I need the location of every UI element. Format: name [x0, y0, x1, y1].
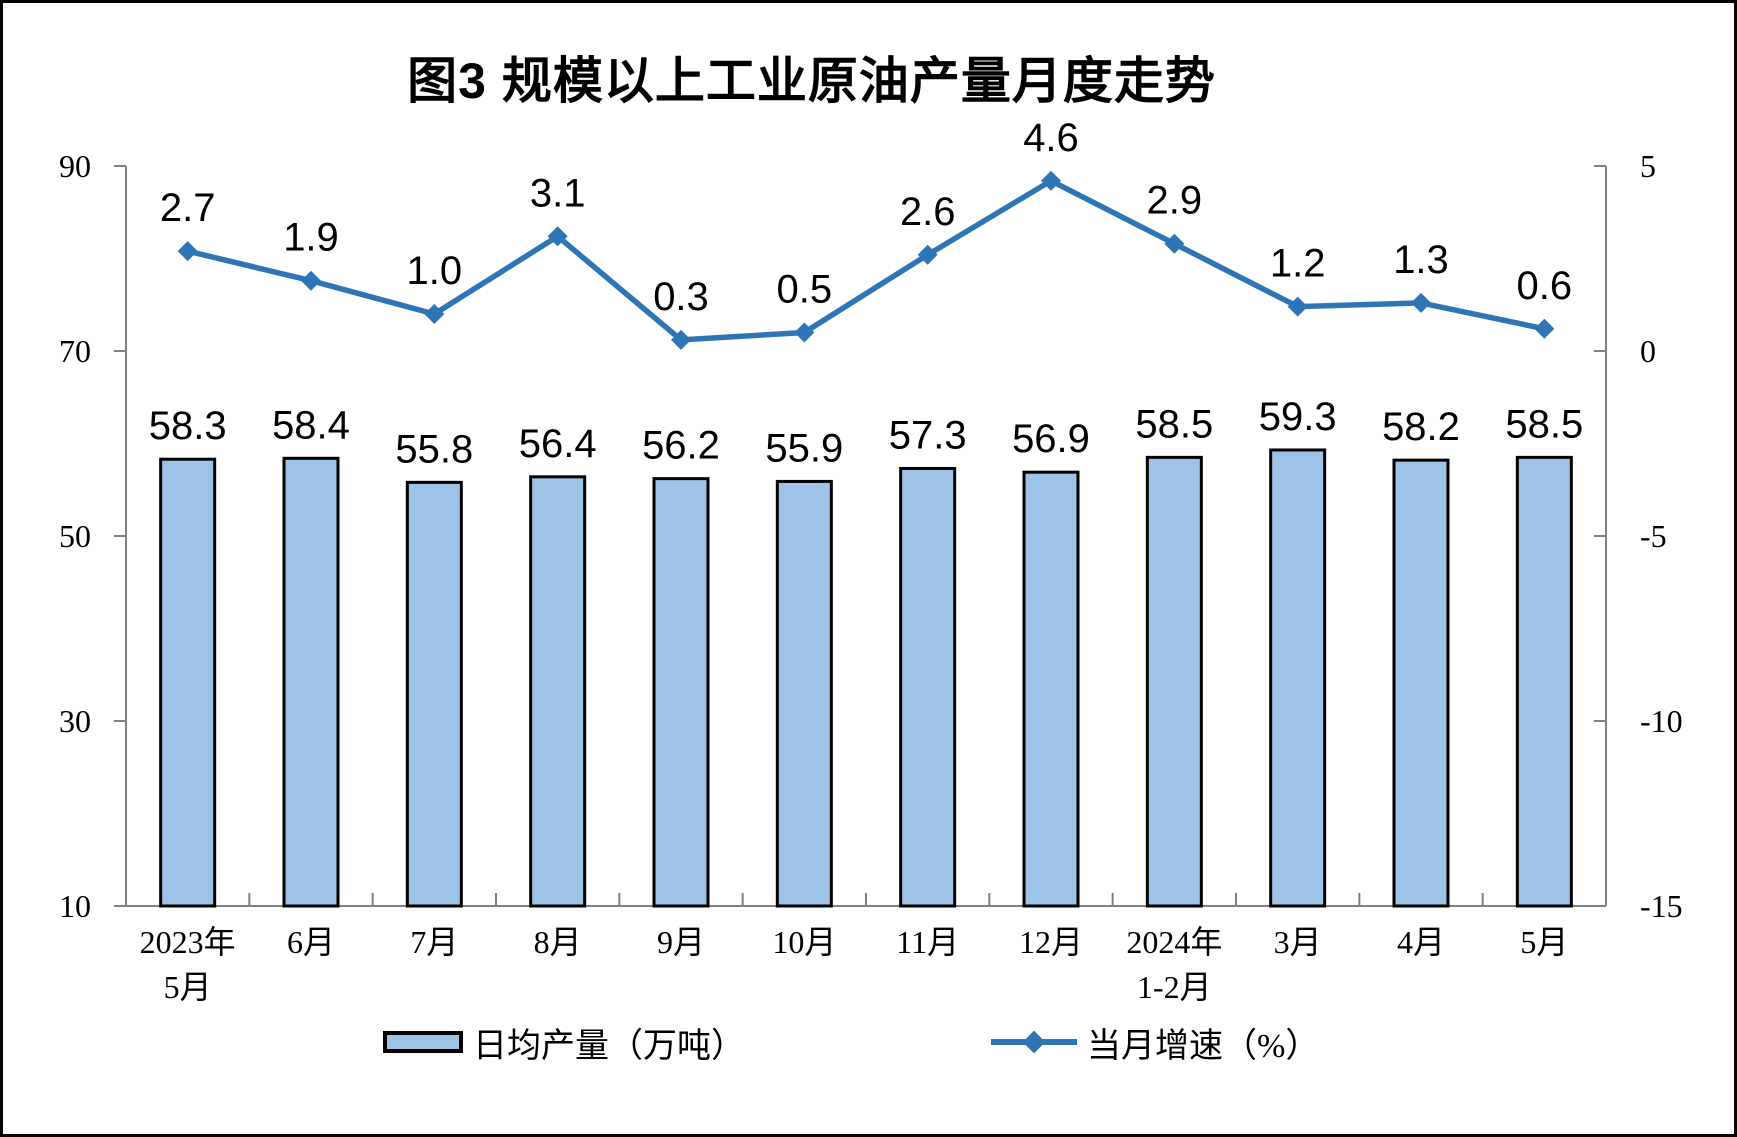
line-value-label: 4.6 [1023, 116, 1079, 160]
x-axis-category-label: 3月 [1274, 924, 1322, 960]
x-axis-category-label: 12月 [1019, 924, 1083, 960]
bar-value-label: 58.5 [1505, 402, 1583, 446]
bar-value-label: 57.3 [889, 413, 967, 457]
legend-item-production: 日均产量（万吨） [383, 1019, 745, 1065]
right-axis-tick-label: -10 [1640, 703, 1683, 739]
chart-title: 图3 规模以上工业原油产量月度走势 [407, 53, 1216, 109]
production-bar [1145, 455, 1203, 908]
line-value-label: 2.6 [900, 190, 956, 234]
growth-line-marker [794, 322, 815, 343]
bar-value-label: 56.9 [1012, 417, 1090, 461]
x-axis-category-label: 9月 [657, 924, 705, 960]
line-legend-swatch-icon [991, 1030, 1077, 1054]
bar-value-label: 58.4 [272, 403, 350, 447]
bar-value-label: 59.3 [1259, 395, 1337, 439]
bar-value-label: 58.5 [1135, 402, 1213, 446]
line-value-label: 1.3 [1393, 238, 1449, 282]
right-axis-tick-label: -5 [1640, 518, 1667, 554]
x-axis-category-label: 8月 [534, 924, 582, 960]
growth-line-marker [1041, 170, 1061, 191]
x-axis-category-label: 11月 [896, 924, 959, 960]
right-axis-tick-label: 5 [1640, 148, 1656, 184]
production-bar [775, 479, 833, 908]
bar-value-label: 58.3 [149, 404, 227, 448]
x-axis-category-label: 4月 [1397, 924, 1445, 960]
growth-line-marker [301, 270, 321, 291]
growth-line-marker [671, 329, 691, 350]
bar-value-label: 55.8 [395, 427, 473, 471]
x-axis-category-label: 5月 [164, 969, 212, 1005]
growth-line-marker [1164, 233, 1185, 254]
production-bar [159, 457, 217, 908]
line-value-label: 1.9 [283, 216, 339, 260]
left-axis-tick-label: 50 [59, 518, 91, 554]
line-value-label: 0.3 [653, 275, 709, 319]
production-bar [1022, 470, 1080, 908]
line-value-label: 1.2 [1270, 242, 1326, 286]
left-axis-tick-label: 30 [59, 703, 91, 739]
line-value-label: 0.5 [777, 268, 833, 312]
x-axis-category-label: 2023年 [140, 924, 236, 960]
x-axis-category-label: 1-2月 [1137, 969, 1212, 1005]
legend-label-growth: 当月增速（%） [1087, 1027, 1320, 1065]
production-bar [529, 475, 587, 908]
production-bar [405, 480, 463, 908]
production-bar [899, 466, 957, 908]
growth-line-marker [424, 304, 445, 324]
right-axis-tick-label: -15 [1640, 888, 1683, 924]
growth-line-marker [1287, 296, 1308, 317]
line-value-label: 1.0 [407, 249, 463, 293]
production-bar [282, 456, 340, 908]
growth-line-marker [1411, 292, 1431, 313]
growth-line-marker [917, 244, 938, 265]
x-axis-category-label: 2024年 [1126, 924, 1222, 960]
bar-value-label: 56.2 [642, 424, 720, 468]
growth-line-marker [1534, 318, 1555, 339]
x-axis-category-label: 7月 [410, 924, 458, 960]
left-axis-tick-label: 70 [59, 333, 91, 369]
x-axis-category-label: 5月 [1520, 924, 1568, 960]
bar-value-label: 55.9 [765, 426, 843, 470]
right-axis-tick-label: 0 [1640, 333, 1656, 369]
line-value-label: 2.9 [1147, 179, 1203, 223]
line-value-label: 2.7 [160, 186, 216, 230]
legend-label-production: 日均产量（万吨） [473, 1027, 745, 1065]
bar-value-label: 58.2 [1382, 405, 1460, 449]
production-bar [1269, 448, 1327, 908]
x-axis-category-label: 10月 [772, 924, 836, 960]
production-bar [1392, 458, 1450, 908]
left-axis-tick-label: 90 [59, 148, 91, 184]
production-bar [1515, 455, 1573, 908]
line-value-label: 3.1 [530, 171, 586, 215]
legend-item-growth: 当月增速（%） [991, 1019, 1319, 1065]
growth-line [184, 178, 1548, 343]
growth-line-marker [547, 226, 568, 247]
line-value-label: 0.6 [1517, 264, 1573, 308]
left-axis-tick-label: 10 [59, 888, 91, 924]
bar-value-label: 56.4 [519, 422, 597, 466]
bar-legend-swatch-icon [383, 1031, 463, 1053]
growth-line-marker [177, 241, 198, 262]
line-legend-diamond-marker [1022, 1030, 1046, 1054]
x-axis-category-label: 6月 [287, 924, 335, 960]
production-bar [652, 477, 710, 908]
